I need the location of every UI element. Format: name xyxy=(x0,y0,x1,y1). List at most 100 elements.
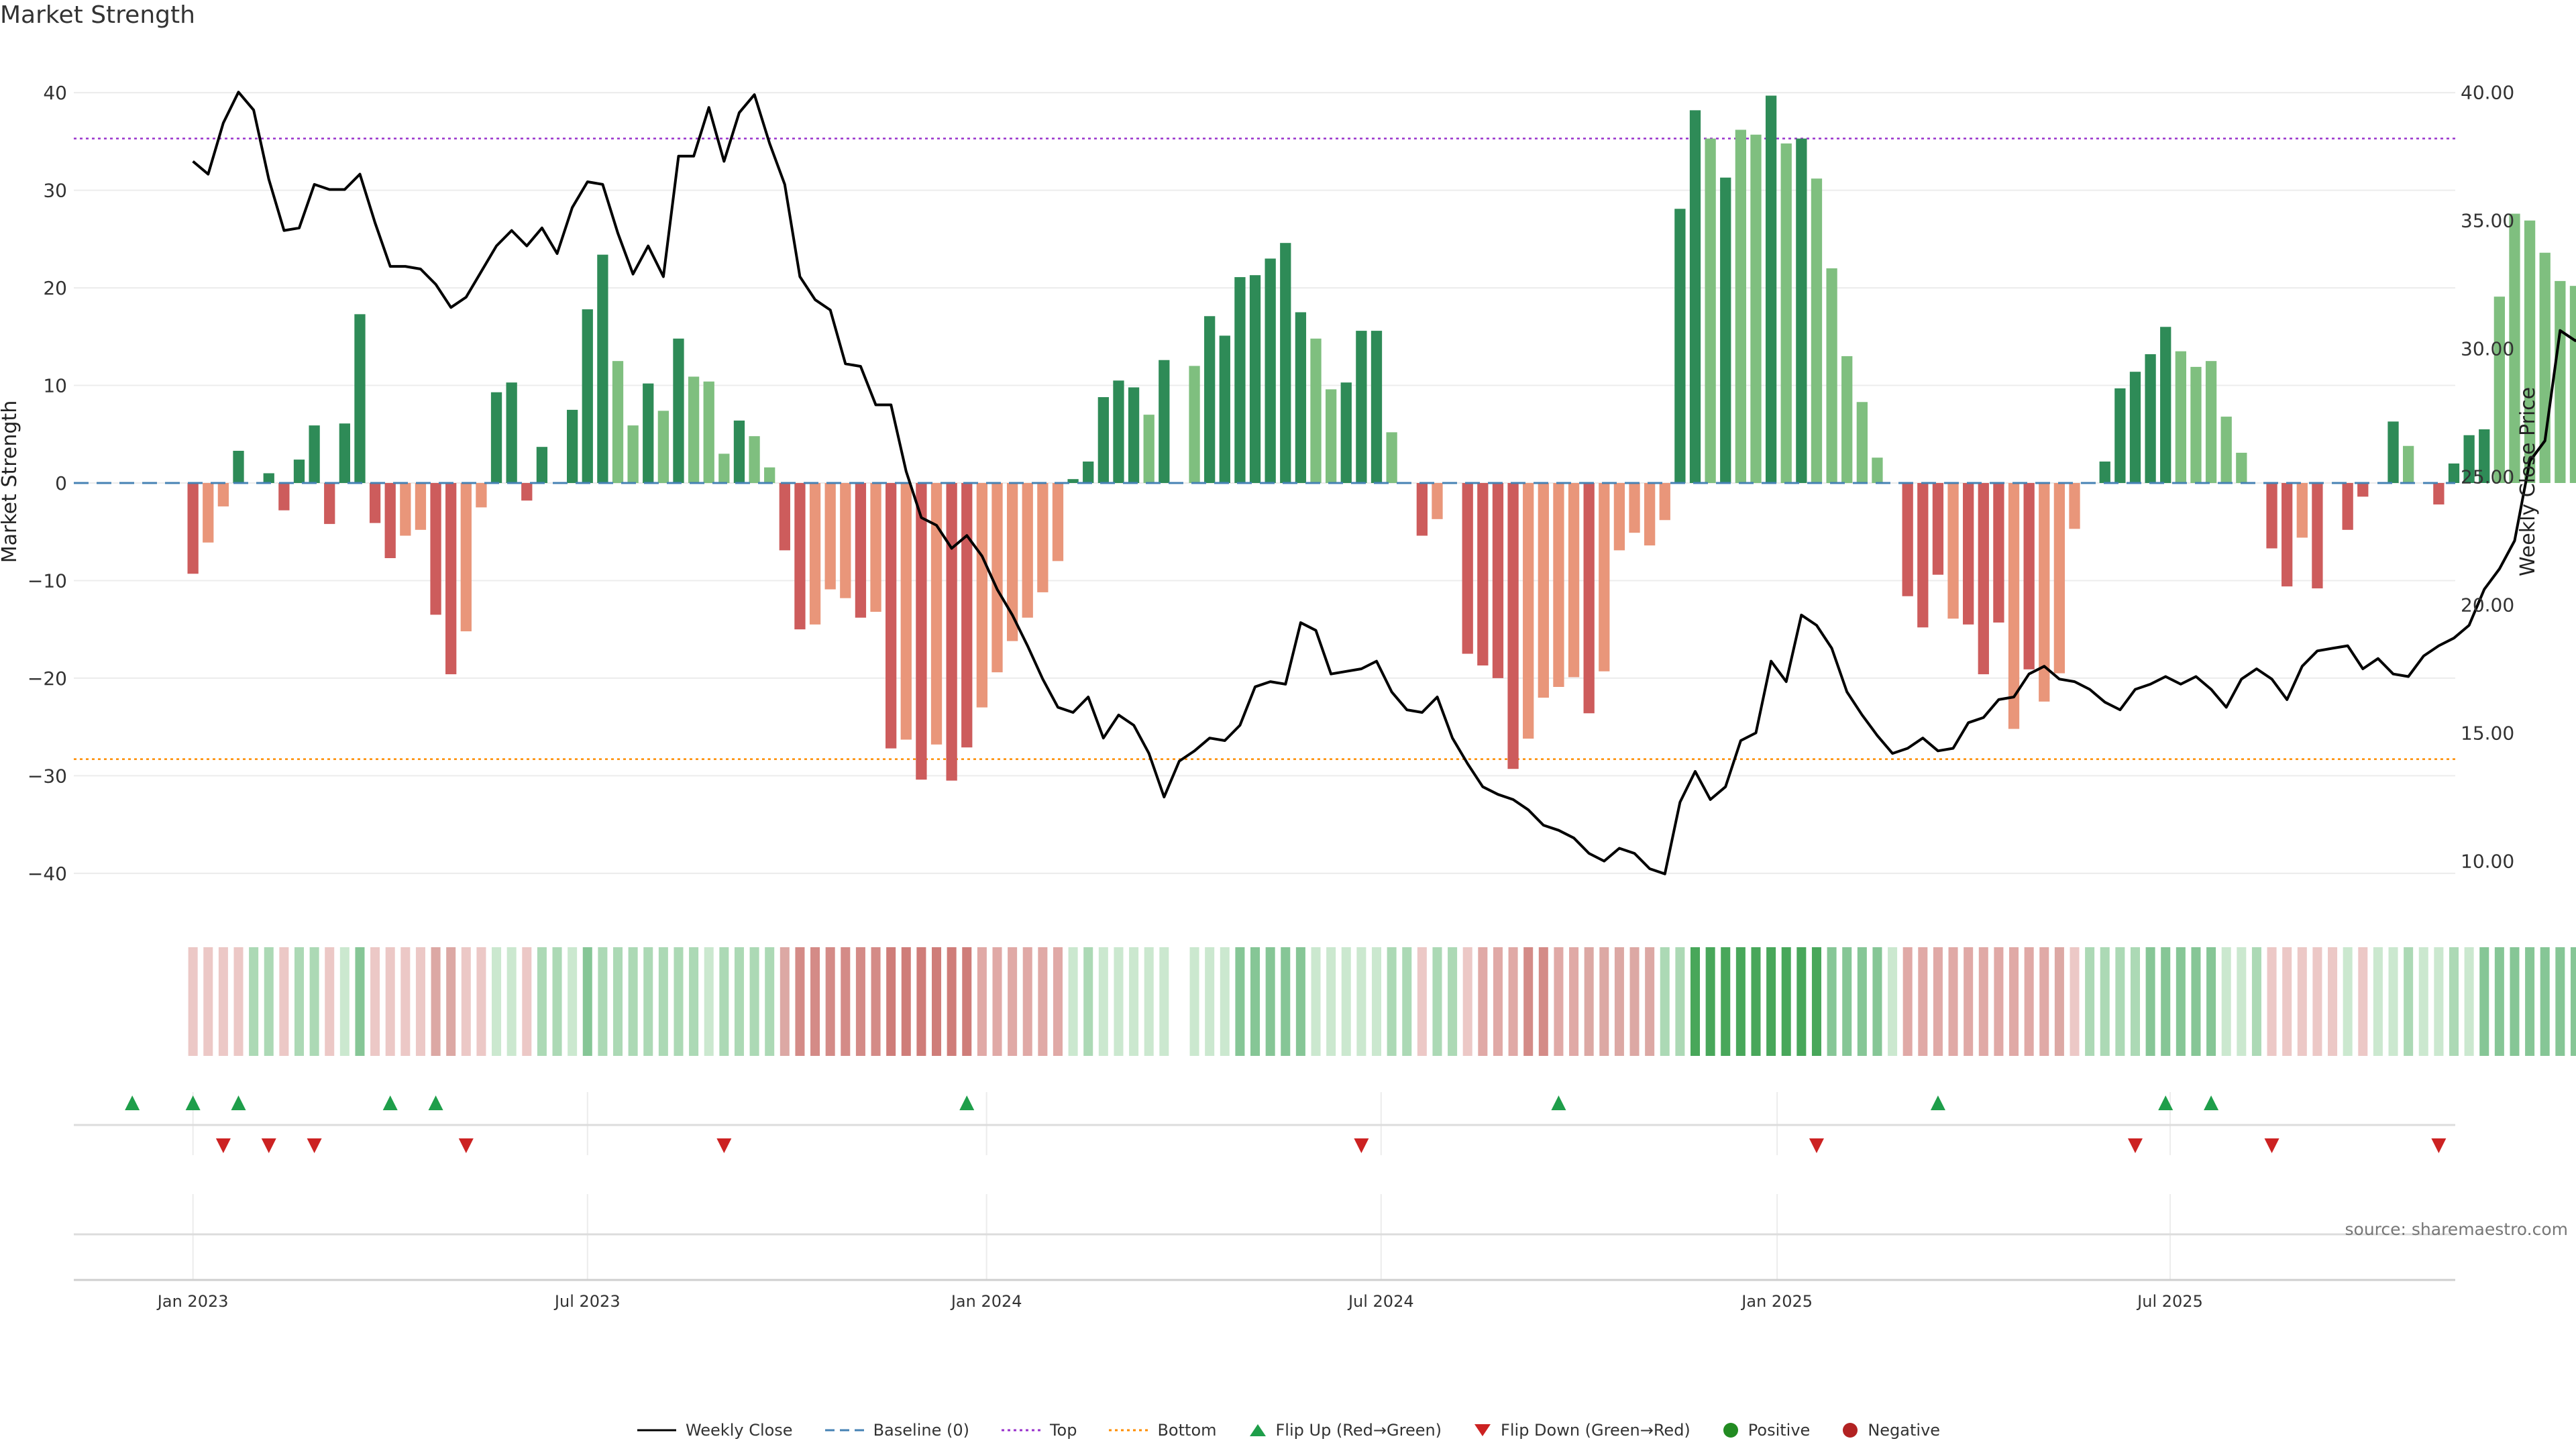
strength-strip-cell xyxy=(643,947,653,1056)
x-tick-label: Jan 2025 xyxy=(1740,1292,1813,1311)
negative-strength-bar xyxy=(916,483,927,780)
negative-strength-bar xyxy=(1037,483,1049,592)
negative-strength-bar xyxy=(2282,483,2293,587)
positive-strength-bar xyxy=(2160,327,2171,483)
strength-strip-cell xyxy=(1144,947,1154,1056)
legend-label: Flip Down (Green→Red) xyxy=(1501,1421,1690,1440)
right-axis-label: Weekly Close Price xyxy=(2516,387,2540,576)
left-tick-label: −30 xyxy=(28,765,67,787)
left-tick-label: 30 xyxy=(43,180,67,202)
positive-strength-bar xyxy=(1159,360,1170,483)
legend-baseline: Baseline (0) xyxy=(824,1421,969,1440)
negative-strength-bar xyxy=(1022,483,1033,618)
negative-strength-bar xyxy=(1659,483,1670,521)
strength-strip-cell xyxy=(1781,947,1791,1056)
strength-strip-cell xyxy=(2206,947,2216,1056)
positive-strength-bar xyxy=(1796,138,1807,483)
flip-markers xyxy=(74,1095,2455,1153)
negative-strength-bar xyxy=(1932,483,1944,575)
strength-strip-cell xyxy=(325,947,335,1056)
positive-strength-bar xyxy=(1295,312,1307,483)
strength-strip-cell xyxy=(1281,947,1291,1056)
strength-strip-cell xyxy=(2388,947,2398,1056)
strength-strip-cell xyxy=(1766,947,1776,1056)
strength-strip-cell xyxy=(492,947,502,1056)
strength-strip-cell xyxy=(2328,947,2338,1056)
strength-strip-cell xyxy=(947,947,957,1056)
strength-strip-cell xyxy=(916,947,926,1056)
bottom-axis: Jan 2023 Jul 2023 Jan 2024 Jul 2024 Jan 2025… xyxy=(74,1233,2455,1311)
strength-strip-cell xyxy=(2510,947,2520,1056)
legend-positive: Positive xyxy=(1721,1421,1810,1440)
negative-strength-bar xyxy=(1006,483,1018,641)
strength-strip-cell xyxy=(2297,947,2307,1056)
triangle-up-icon xyxy=(1249,1424,1266,1436)
strength-strip-cell xyxy=(734,947,744,1056)
positive-strength-bar xyxy=(1811,178,1823,483)
negative-strength-bar xyxy=(1477,483,1489,665)
negative-strength-bar xyxy=(278,483,290,511)
left-tick-label: 10 xyxy=(43,375,67,397)
negative-strength-bar xyxy=(1416,483,1428,536)
chart-title: Market Strength xyxy=(0,1,195,29)
strength-strip-cell xyxy=(415,947,425,1056)
strength-strip-cell xyxy=(689,947,699,1056)
strength-strip-cell xyxy=(2130,947,2140,1056)
strength-strip-cell xyxy=(810,947,820,1056)
positive-strength-bar xyxy=(2569,286,2576,483)
strength-strip-cell xyxy=(1721,947,1731,1056)
positive-strength-bar xyxy=(597,254,608,483)
positive-strength-bar xyxy=(612,361,624,483)
strength-strip-cell xyxy=(1265,947,1275,1056)
strength-strip-cell xyxy=(765,947,775,1056)
negative-strength-bar xyxy=(2312,483,2323,589)
negative-strength-bar xyxy=(2069,483,2080,529)
left-tick-label: −10 xyxy=(28,570,67,592)
legend-label: Bottom xyxy=(1157,1421,1217,1440)
positive-strength-bar xyxy=(1765,95,1777,483)
strength-strip-cell xyxy=(1326,947,1336,1056)
right-tick-label: 40.00 xyxy=(2461,81,2514,103)
positive-strength-bar xyxy=(703,381,714,483)
reference-lines xyxy=(74,138,2455,760)
strength-strip-cell xyxy=(1295,947,1305,1056)
strength-strip-cell xyxy=(2358,947,2368,1056)
negative-strength-bar xyxy=(976,483,988,708)
strength-strip-cell xyxy=(1038,947,1048,1056)
dotted-line-icon xyxy=(1001,1429,1040,1432)
right-tick-label: 10.00 xyxy=(2461,851,2514,873)
strength-strip-cell xyxy=(992,947,1002,1056)
strength-strip-cell xyxy=(1478,947,1488,1056)
left-tick-label: 20 xyxy=(43,277,67,299)
strength-bars xyxy=(74,95,2576,781)
positive-strength-bar xyxy=(2555,280,2566,483)
negative-strength-bar xyxy=(1993,483,2004,623)
flip-up-marker xyxy=(2158,1095,2174,1110)
left-tick-label: −40 xyxy=(28,863,67,885)
negative-strength-bar xyxy=(1568,483,1580,678)
strength-strip-cell xyxy=(2161,947,2171,1056)
dotted-line-icon xyxy=(1109,1429,1148,1432)
strength-strip-cell xyxy=(1008,947,1018,1056)
negative-strength-bar xyxy=(1507,483,1519,769)
strength-strip-cell xyxy=(188,947,198,1056)
positive-strength-bar xyxy=(1113,380,1124,483)
strength-strip-cell xyxy=(871,947,881,1056)
flip-down-marker xyxy=(716,1138,732,1153)
strength-strip-cell xyxy=(1857,947,1867,1056)
negative-strength-bar xyxy=(2433,483,2445,504)
strength-strip-cell xyxy=(1888,947,1898,1056)
negative-strength-bar xyxy=(2296,483,2308,538)
strength-strip-cell xyxy=(1493,947,1503,1056)
right-tick-label: 35.00 xyxy=(2461,209,2514,231)
strength-strip-cell xyxy=(1053,947,1063,1056)
positive-strength-bar xyxy=(2493,297,2506,483)
positive-strength-bar xyxy=(582,309,593,483)
strength-strip-cell xyxy=(506,947,517,1056)
negative-strength-bar xyxy=(1492,483,1504,678)
flip-down-marker xyxy=(2431,1138,2447,1153)
strength-strip-cell xyxy=(1978,947,1988,1056)
strength-strip-cell xyxy=(901,947,911,1056)
positive-strength-bar xyxy=(1310,338,1322,483)
negative-strength-bar xyxy=(1613,483,1625,551)
